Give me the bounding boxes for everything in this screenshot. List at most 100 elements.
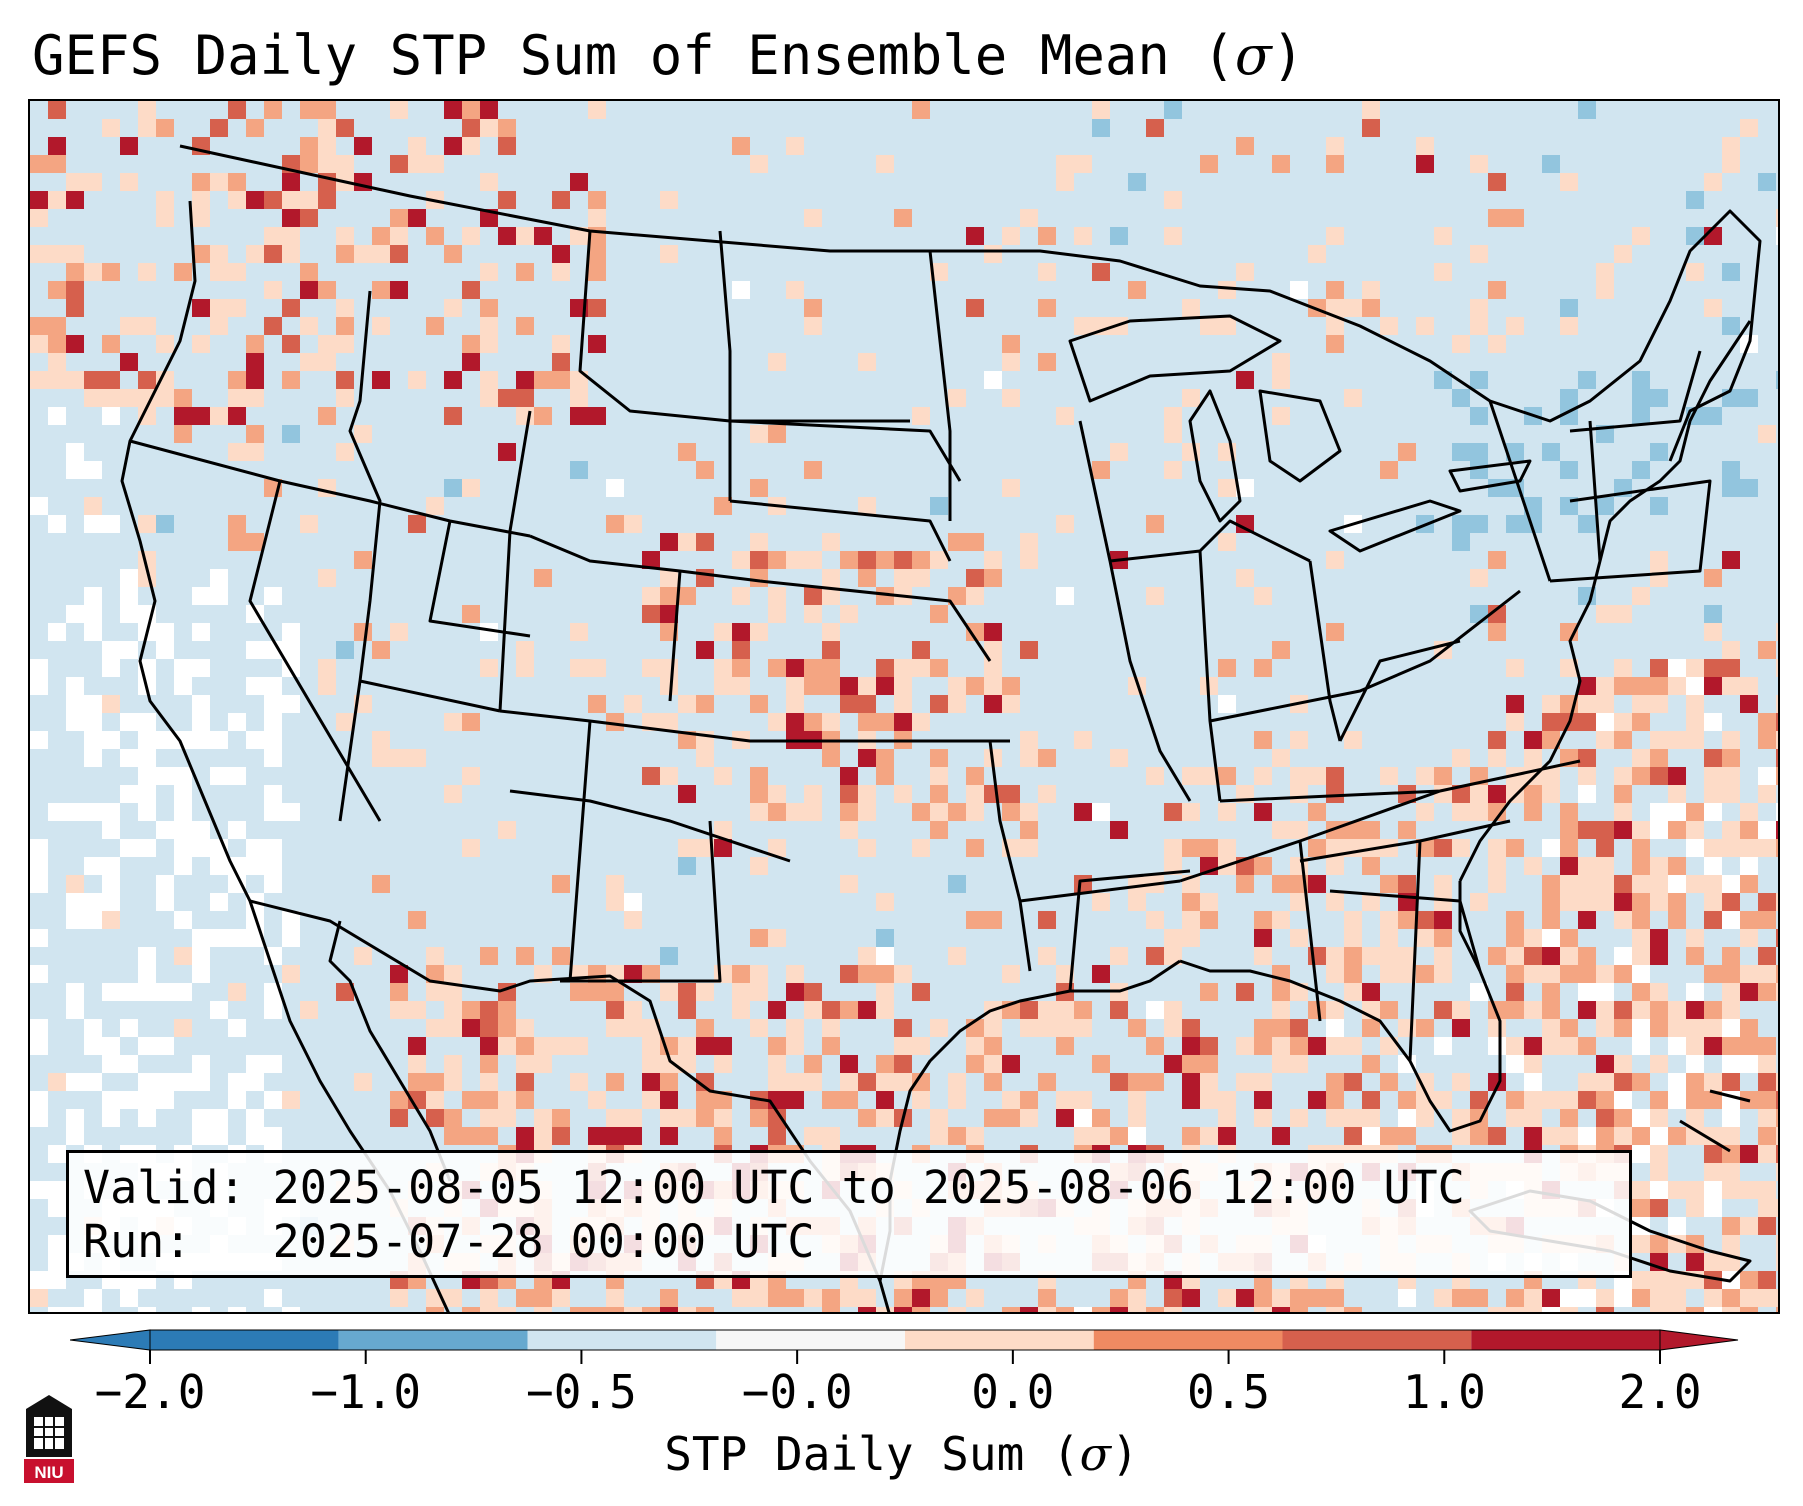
- shade-mid: [228, 533, 246, 551]
- shade-white: [1596, 983, 1614, 1001]
- shade-white: [1632, 1109, 1650, 1127]
- shade-max: [1182, 1289, 1200, 1307]
- shade-high: [1758, 1271, 1776, 1289]
- shade-light: [1596, 875, 1614, 893]
- shade-mid: [480, 1055, 498, 1073]
- shade-max: [714, 839, 732, 857]
- shade-light: [444, 1001, 462, 1019]
- shade-mid: [1560, 803, 1578, 821]
- shade-mid: [1740, 1019, 1758, 1037]
- shade-max: [192, 407, 210, 425]
- shade-mid: [588, 263, 606, 281]
- shade-light: [1056, 1001, 1074, 1019]
- shade-light: [408, 1001, 426, 1019]
- shade-light: [228, 389, 246, 407]
- shade-light: [1362, 893, 1380, 911]
- shade-mid: [102, 335, 120, 353]
- shade-light: [1758, 1199, 1776, 1217]
- shade-light: [102, 695, 120, 713]
- shade-white: [84, 911, 102, 929]
- shade-light: [444, 1019, 462, 1037]
- shade-mid: [588, 983, 606, 1001]
- shade-light: [1740, 677, 1758, 695]
- colorbar-tick-label: −1.0: [310, 1365, 422, 1419]
- shade-light: [1254, 1307, 1272, 1312]
- shade-mid: [1524, 803, 1542, 821]
- shade-max: [1560, 857, 1578, 875]
- shade-white: [246, 857, 264, 875]
- shade-negative: [570, 461, 588, 479]
- shade-mid: [1074, 1001, 1092, 1019]
- shade-light: [1686, 263, 1704, 281]
- shade-light: [1326, 1307, 1344, 1312]
- shade-white: [102, 641, 120, 659]
- shade-light: [336, 443, 354, 461]
- shade-white: [192, 695, 210, 713]
- shade-mid: [372, 227, 390, 245]
- shade-mid: [1380, 1073, 1398, 1091]
- shade-white: [1650, 1127, 1668, 1145]
- shade-mid: [570, 1307, 588, 1312]
- shade-max: [1722, 551, 1740, 569]
- shade-mid: [426, 317, 444, 335]
- shade-mid: [1722, 947, 1740, 965]
- shade-mid: [1326, 1091, 1344, 1109]
- niu-logo-text: NIU: [34, 1463, 63, 1482]
- shade-white: [138, 1109, 156, 1127]
- shade-light: [858, 677, 876, 695]
- shade-white: [66, 911, 84, 929]
- shade-light: [1056, 1019, 1074, 1037]
- shade-light: [48, 353, 66, 371]
- shade-mid: [768, 659, 786, 677]
- shade-light: [1452, 1001, 1470, 1019]
- shade-high: [642, 605, 660, 623]
- shade-mid: [750, 569, 768, 587]
- shade-light: [894, 1037, 912, 1055]
- shade-white: [30, 659, 48, 677]
- shade-mid: [948, 1127, 966, 1145]
- shade-negative: [1758, 173, 1776, 191]
- shade-light: [1272, 911, 1290, 929]
- shade-light: [1506, 1109, 1524, 1127]
- shade-max: [696, 641, 714, 659]
- shade-white: [66, 443, 84, 461]
- shade-mid: [1326, 335, 1344, 353]
- shade-max: [1236, 371, 1254, 389]
- state-lines: [129, 230, 1712, 1062]
- shade-mid: [1200, 155, 1218, 173]
- shade-white: [192, 1073, 210, 1091]
- shade-light: [480, 1289, 498, 1307]
- shade-light: [480, 389, 498, 407]
- shade-high: [894, 551, 912, 569]
- shade-light: [1722, 767, 1740, 785]
- shade-light: [1506, 659, 1524, 677]
- shade-light: [714, 623, 732, 641]
- shade-white: [1578, 785, 1596, 803]
- colorbar-extend-low: [70, 1329, 151, 1351]
- shade-light: [1434, 965, 1452, 983]
- shade-light: [840, 1289, 858, 1307]
- shade-light: [66, 371, 84, 389]
- shade-high: [1596, 839, 1614, 857]
- shade-light: [1002, 227, 1020, 245]
- shade-white: [102, 803, 120, 821]
- shade-mid: [1128, 1019, 1146, 1037]
- shade-max: [786, 659, 804, 677]
- shade-light: [1056, 1091, 1074, 1109]
- shade-white: [1614, 1289, 1632, 1307]
- shade-light: [408, 371, 426, 389]
- shade-white: [1290, 281, 1308, 299]
- shade-mid: [1632, 983, 1650, 1001]
- shade-light: [750, 857, 768, 875]
- shade-white: [210, 767, 228, 785]
- colorbar-extend-high: [1659, 1329, 1739, 1351]
- shade-mid: [1290, 1289, 1308, 1307]
- shade-max: [462, 353, 480, 371]
- shade-light: [138, 119, 156, 137]
- shade-mid: [1650, 677, 1668, 695]
- shade-light: [1560, 1307, 1578, 1312]
- shade-negative: [1470, 515, 1488, 533]
- run-label: Run:: [83, 1215, 192, 1268]
- shade-light: [1218, 1109, 1236, 1127]
- shade-light: [1776, 1163, 1778, 1181]
